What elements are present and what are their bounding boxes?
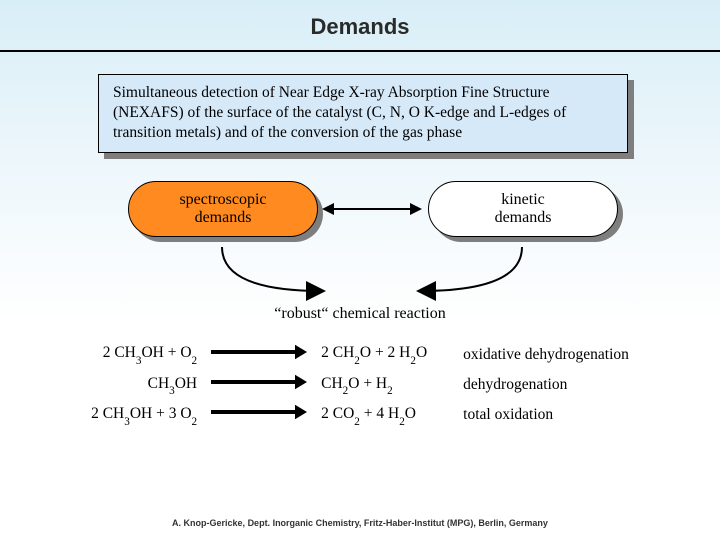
footer-credit: A. Knop-Gericke, Dept. Inorganic Chemist… bbox=[0, 518, 720, 528]
reaction-arrow bbox=[205, 370, 313, 400]
reaction-arrow-icon bbox=[211, 344, 307, 360]
reaction-row: CH3OH CH2O + H2dehydrogenation bbox=[83, 370, 637, 400]
reaction-arrow bbox=[205, 339, 313, 369]
intro-box: Simultaneous detection of Near Edge X-ra… bbox=[98, 74, 628, 153]
double-arrow-svg bbox=[322, 195, 422, 223]
pill-line1: kinetic bbox=[501, 191, 545, 209]
reactant: 2 CH3OH + 3 O2 bbox=[83, 400, 205, 430]
pill-line2: demands bbox=[195, 209, 252, 227]
pill-spectroscopic: spectroscopic demands bbox=[128, 181, 318, 237]
reaction-label: dehydrogenation bbox=[435, 370, 637, 400]
reaction-label: total oxidation bbox=[435, 400, 637, 430]
curved-arrows bbox=[0, 247, 720, 307]
product: CH2O + H2 bbox=[313, 370, 435, 400]
pill-line2: demands bbox=[495, 209, 552, 227]
title-rule bbox=[0, 50, 720, 52]
reaction-caption: “robust“ chemical reaction bbox=[0, 305, 720, 323]
pill-kinetic: kinetic demands bbox=[428, 181, 618, 237]
pill-body: kinetic demands bbox=[428, 181, 618, 237]
product: 2 CO2 + 4 H2O bbox=[313, 400, 435, 430]
intro-text: Simultaneous detection of Near Edge X-ra… bbox=[98, 74, 628, 153]
pill-row: spectroscopic demands kinetic demands bbox=[0, 181, 720, 251]
pill-line1: spectroscopic bbox=[179, 191, 266, 209]
reaction-arrow-icon bbox=[211, 404, 307, 420]
product: 2 CH2O + 2 H2O bbox=[313, 339, 435, 369]
page-title: Demands bbox=[0, 0, 720, 40]
reaction-label: oxidative dehydrogenation bbox=[435, 339, 637, 369]
reactant: 2 CH3OH + O2 bbox=[83, 339, 205, 369]
reaction-row: 2 CH3OH + 3 O2 2 CO2 + 4 H2Ototal oxidat… bbox=[83, 400, 637, 430]
reaction-row: 2 CH3OH + O2 2 CH2O + 2 H2Ooxidative deh… bbox=[83, 339, 637, 369]
reactant: CH3OH bbox=[83, 370, 205, 400]
double-arrow bbox=[322, 195, 422, 223]
reaction-arrow-icon bbox=[211, 374, 307, 390]
reaction-arrow bbox=[205, 400, 313, 430]
reaction-table: 2 CH3OH + O2 2 CH2O + 2 H2Ooxidative deh… bbox=[83, 339, 637, 429]
pill-body: spectroscopic demands bbox=[128, 181, 318, 237]
